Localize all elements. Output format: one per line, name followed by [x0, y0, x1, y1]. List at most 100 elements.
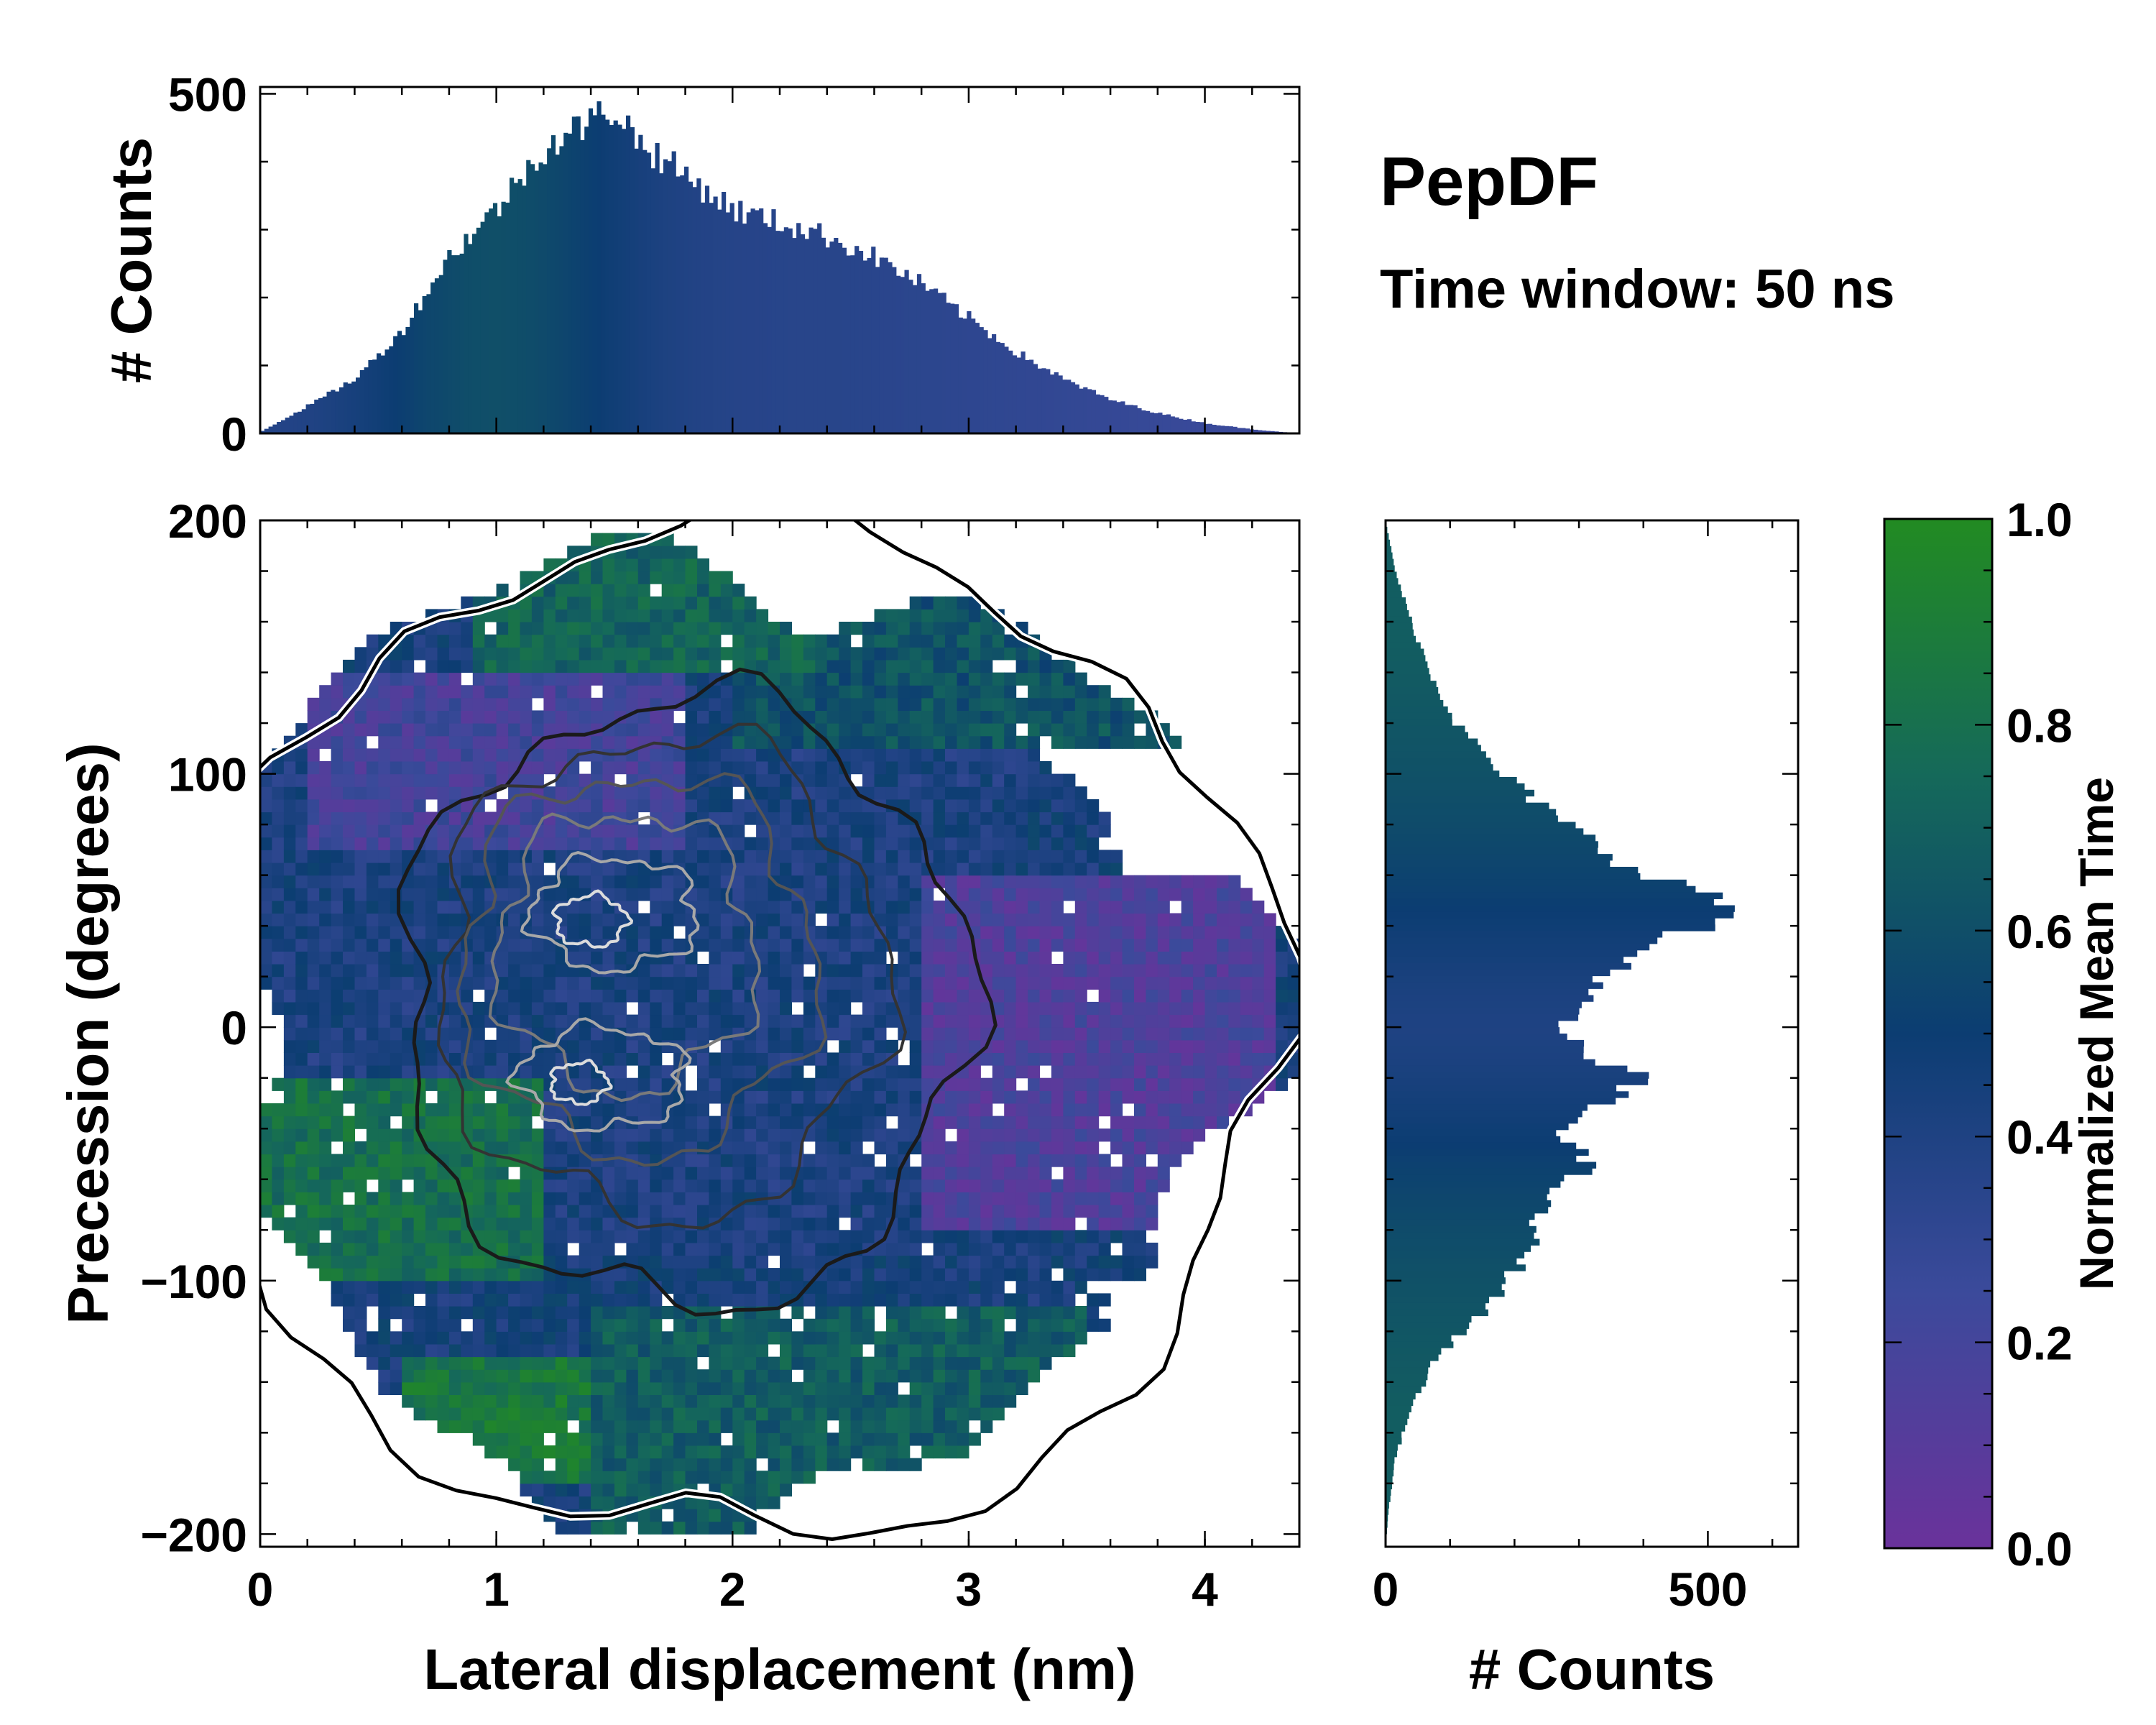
- heatmap-cell: [626, 1432, 639, 1446]
- heatmap-cell: [1087, 1242, 1100, 1256]
- heatmap-cell: [1051, 1103, 1064, 1117]
- heatmap-cell: [602, 634, 615, 648]
- heatmap-cell: [555, 596, 568, 610]
- top-histogram-bar: [372, 359, 377, 433]
- top-histogram-bar: [480, 221, 485, 433]
- heatmap-cell: [945, 811, 957, 825]
- heatmap-cell: [909, 1331, 922, 1345]
- heatmap-cell: [307, 1242, 320, 1256]
- top-histogram-bar: [1166, 414, 1171, 433]
- heatmap-cell: [945, 1318, 957, 1332]
- heatmap-cell: [732, 811, 745, 825]
- heatmap-cell: [531, 837, 544, 850]
- heatmap-cell: [756, 1255, 769, 1269]
- heatmap-cell: [768, 1154, 780, 1167]
- heatmap-cell: [957, 1217, 969, 1230]
- heatmap-cell: [283, 824, 296, 838]
- heatmap-cell: [803, 1381, 816, 1395]
- heatmap-cell: [697, 1407, 709, 1421]
- heatmap-cell: [579, 1077, 591, 1091]
- heatmap-cell: [402, 1369, 415, 1383]
- heatmap-cell: [1028, 913, 1041, 926]
- heatmap-cell: [579, 1039, 591, 1053]
- heatmap-cell: [968, 697, 981, 711]
- heatmap-cell: [885, 786, 898, 800]
- heatmap-cell: [756, 1052, 769, 1066]
- heatmap-cell: [461, 1167, 474, 1180]
- heatmap-cell: [957, 1255, 969, 1269]
- heatmap-cell: [614, 1458, 627, 1471]
- heatmap-cell: [673, 546, 686, 559]
- top-histogram-bar: [950, 303, 955, 433]
- heatmap-cell: [980, 888, 993, 901]
- heatmap-cell: [390, 1217, 402, 1230]
- heatmap-cell: [543, 913, 556, 926]
- heatmap-cell: [555, 584, 568, 597]
- heatmap-cell: [898, 1306, 911, 1320]
- heatmap-cell: [768, 1039, 780, 1053]
- heatmap-cell: [579, 1065, 591, 1079]
- heatmap-cell: [1051, 1154, 1064, 1167]
- heatmap-cell: [1074, 1090, 1087, 1104]
- heatmap-cell: [448, 1293, 461, 1307]
- heatmap-cell: [520, 1167, 533, 1180]
- heatmap-cell: [650, 926, 663, 939]
- heatmap-cell: [839, 837, 852, 850]
- heatmap-cell: [685, 1242, 698, 1256]
- heatmap-cell: [602, 1103, 615, 1117]
- heatmap-cell: [366, 685, 379, 699]
- top-histogram-bar: [925, 290, 930, 433]
- heatmap-cell: [343, 837, 355, 850]
- top-histogram-bar: [1224, 426, 1230, 433]
- heatmap-cell: [579, 1445, 591, 1459]
- heatmap-cell: [685, 723, 698, 737]
- heatmap-cell: [579, 1394, 591, 1408]
- heatmap-cell: [402, 1280, 415, 1294]
- heatmap-cell: [1028, 761, 1041, 775]
- heatmap-cell: [366, 837, 379, 850]
- top-histogram-bar: [434, 278, 440, 433]
- heatmap-cell: [402, 1242, 415, 1256]
- heatmap-cell: [968, 1242, 981, 1256]
- top-histogram-bar: [538, 162, 543, 433]
- heatmap-cell: [448, 1306, 461, 1320]
- heatmap-cell: [673, 1432, 686, 1446]
- heatmap-cell: [307, 761, 320, 775]
- heatmap-cell: [945, 748, 957, 762]
- heatmap-cell: [909, 926, 922, 939]
- heatmap-cell: [331, 685, 344, 699]
- heatmap-cell: [1098, 1103, 1111, 1117]
- heatmap-cell: [862, 1331, 875, 1345]
- heatmap-cell: [390, 837, 402, 850]
- heatmap-cell: [1098, 1230, 1111, 1243]
- heatmap-cell: [531, 647, 544, 661]
- heatmap-cell: [862, 761, 875, 775]
- heatmap-cell: [1028, 1128, 1041, 1142]
- heatmap-cell: [1051, 799, 1064, 813]
- heatmap-cell: [885, 1331, 898, 1345]
- heatmap-cell: [1087, 862, 1100, 876]
- heatmap-cell: [992, 1318, 1005, 1332]
- heatmap-cell: [732, 1001, 745, 1016]
- heatmap-cell: [272, 862, 285, 876]
- heatmap-cell: [697, 811, 709, 825]
- heatmap-cell: [378, 913, 391, 926]
- heatmap-cell: [567, 622, 580, 635]
- heatmap-cell: [437, 900, 450, 914]
- heatmap-cell: [343, 1154, 355, 1167]
- heatmap-cell: [602, 735, 615, 749]
- heatmap-cell: [484, 1192, 497, 1205]
- heatmap-cell: [980, 1255, 993, 1269]
- heatmap-cell: [780, 875, 792, 888]
- heatmap-cell: [732, 951, 745, 965]
- heatmap-cell: [331, 1205, 344, 1218]
- heatmap-cell: [992, 1230, 1005, 1243]
- heatmap-cell: [874, 938, 887, 952]
- heatmap-cell: [1004, 1014, 1017, 1028]
- top-histogram-bar: [808, 227, 814, 433]
- heatmap-cell: [803, 1103, 816, 1117]
- heatmap-cell: [520, 659, 533, 673]
- heatmap-cell: [756, 659, 769, 673]
- heatmap-cell: [331, 748, 344, 762]
- heatmap-cell: [567, 1154, 580, 1167]
